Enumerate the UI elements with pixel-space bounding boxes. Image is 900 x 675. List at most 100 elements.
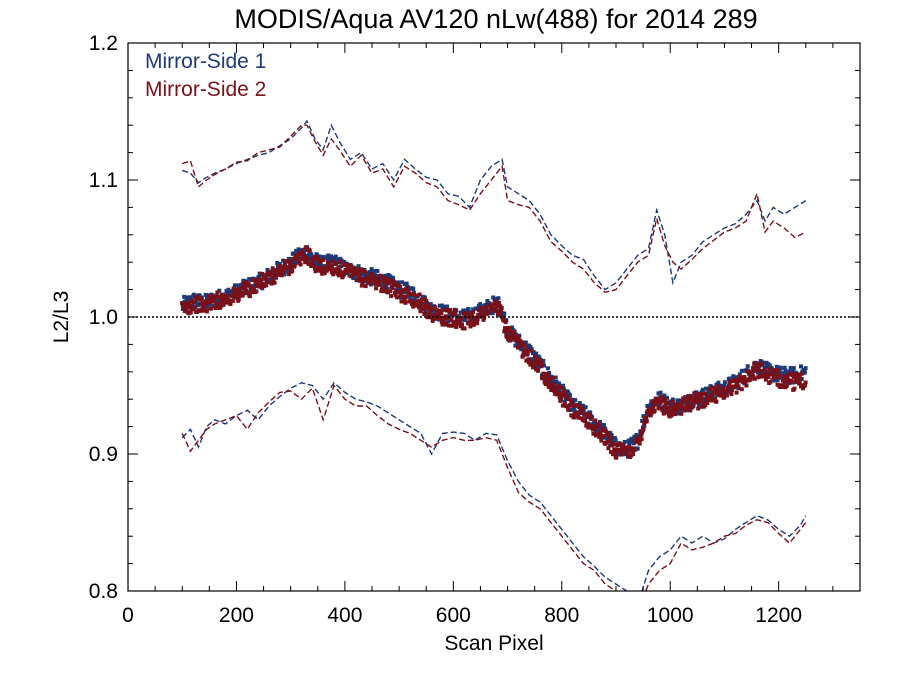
data-point	[394, 289, 399, 294]
data-point	[528, 345, 533, 349]
data-point	[799, 371, 804, 376]
data-point	[607, 438, 612, 442]
data-point	[296, 247, 301, 252]
data-point	[221, 296, 226, 301]
data-point	[446, 319, 451, 324]
data-point	[288, 257, 293, 262]
data-point	[522, 343, 527, 348]
data-point	[601, 423, 606, 428]
data-point	[674, 408, 679, 413]
series-2-points	[180, 245, 808, 460]
data-point	[536, 368, 541, 373]
data-point	[668, 404, 673, 409]
data-point	[182, 309, 187, 313]
data-point	[583, 405, 588, 410]
data-point	[298, 262, 303, 267]
data-point	[368, 281, 373, 285]
data-point	[557, 391, 561, 396]
data-point	[616, 442, 621, 447]
data-point	[700, 387, 705, 392]
data-point	[532, 361, 537, 366]
data-point	[510, 336, 515, 341]
data-point	[400, 295, 405, 299]
data-point	[588, 416, 593, 421]
data-point	[638, 431, 643, 436]
data-point	[281, 258, 286, 263]
data-point	[385, 287, 390, 292]
data-point	[245, 283, 250, 288]
data-point	[286, 264, 291, 269]
data-point	[485, 299, 490, 303]
data-point	[342, 259, 347, 264]
data-point	[616, 451, 621, 456]
data-point	[497, 301, 502, 305]
data-point	[728, 376, 733, 381]
data-point	[496, 296, 501, 301]
data-point	[276, 272, 281, 277]
data-point	[259, 278, 263, 283]
data-point	[513, 343, 518, 348]
data-point	[683, 398, 688, 403]
data-point	[335, 268, 340, 273]
data-point	[210, 299, 215, 304]
data-point	[377, 282, 382, 287]
data-point	[689, 395, 693, 400]
data-point	[191, 307, 196, 311]
data-point	[733, 377, 738, 382]
data-point	[489, 305, 494, 310]
data-point	[531, 363, 536, 368]
data-point	[184, 301, 189, 306]
data-point	[228, 302, 233, 307]
data-point	[596, 422, 601, 427]
data-point	[502, 311, 507, 316]
data-point	[464, 310, 469, 315]
data-point	[558, 398, 563, 403]
x-tick-label: 1000	[647, 604, 694, 627]
data-point	[803, 366, 808, 371]
data-point	[242, 285, 247, 289]
data-point	[309, 252, 314, 257]
data-point	[493, 306, 498, 311]
data-point	[499, 308, 503, 313]
data-point	[357, 270, 362, 275]
data-point	[508, 329, 513, 334]
data-point	[412, 297, 417, 302]
data-point	[676, 400, 680, 405]
data-point	[429, 312, 434, 317]
data-point	[760, 362, 764, 367]
series-2-lower-line	[181, 384, 807, 591]
data-point	[562, 389, 567, 394]
data-point	[403, 300, 408, 305]
data-point	[661, 411, 666, 416]
data-point	[657, 406, 662, 411]
data-point	[180, 306, 185, 311]
data-point	[376, 276, 381, 281]
data-point	[679, 411, 684, 416]
data-point	[336, 265, 341, 270]
data-point	[612, 450, 617, 455]
data-point	[765, 364, 770, 369]
data-point	[363, 284, 368, 289]
data-point	[737, 372, 742, 377]
data-point	[241, 278, 246, 283]
data-point	[205, 304, 210, 309]
data-point	[273, 275, 278, 279]
data-point	[694, 400, 699, 405]
data-point	[802, 370, 807, 375]
data-point	[621, 443, 626, 448]
data-point	[207, 299, 212, 304]
data-point	[263, 275, 268, 280]
data-point	[215, 290, 220, 295]
data-point	[558, 385, 563, 390]
data-point	[316, 265, 321, 270]
data-point	[538, 360, 543, 365]
data-point	[484, 305, 489, 310]
data-point	[731, 385, 736, 390]
data-point	[627, 445, 632, 449]
series-1-lower-line	[181, 381, 807, 591]
series-1-upper-line	[181, 119, 807, 291]
data-point	[459, 316, 464, 321]
data-point	[481, 317, 486, 322]
data-point	[404, 294, 409, 299]
data-point	[752, 361, 757, 366]
